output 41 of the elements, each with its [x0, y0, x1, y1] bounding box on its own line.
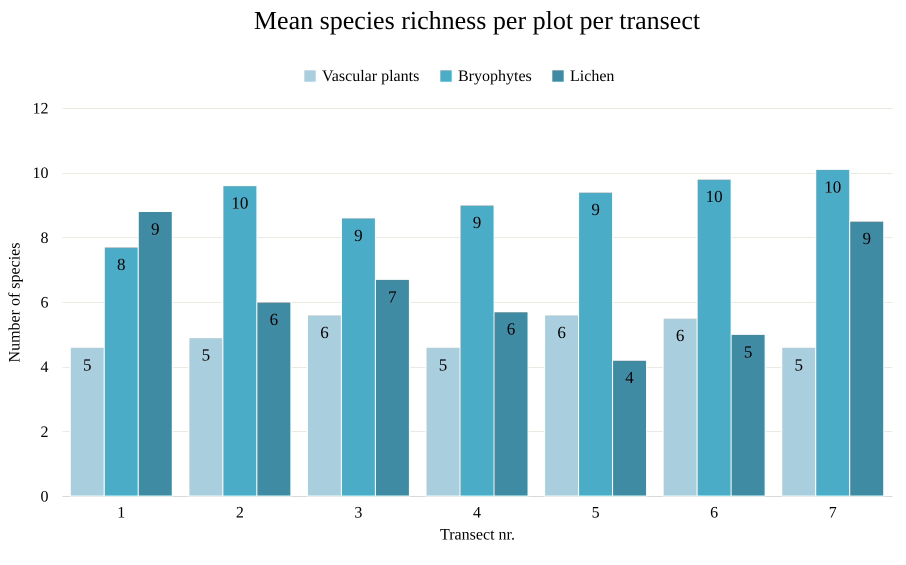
y-tick-label: 2	[40, 424, 48, 441]
x-axis-title: Transect nr.	[440, 526, 515, 544]
data-label: 9	[472, 213, 482, 232]
y-tick-label: 4	[40, 359, 48, 376]
data-label: 9	[151, 219, 160, 238]
y-tick-label: 6	[40, 294, 48, 312]
data-label: 6	[557, 322, 566, 342]
data-label: 10	[231, 194, 248, 213]
x-tick-label: 6	[710, 504, 718, 522]
data-label: 10	[706, 187, 723, 206]
data-label: 7	[388, 287, 398, 306]
chart-title: Mean species richness per plot per transect	[254, 6, 701, 35]
data-label: 6	[320, 322, 329, 342]
y-tick-label: 0	[40, 488, 48, 506]
data-label: 5	[744, 342, 752, 362]
data-label: 9	[591, 200, 600, 220]
y-tick-label: 8	[40, 230, 48, 247]
data-label: 6	[270, 310, 278, 329]
x-tick-label: 7	[828, 504, 837, 522]
y-tick-label: 10	[32, 165, 48, 182]
legend-label: Vascular plants	[322, 68, 420, 85]
data-label: 8	[117, 255, 126, 274]
data-label: 5	[794, 355, 803, 374]
y-axis-title: Number of species	[6, 242, 24, 362]
x-tick-label: 1	[117, 504, 126, 522]
data-label: 5	[83, 355, 92, 374]
data-label: 6	[676, 326, 684, 346]
data-label: 10	[824, 177, 842, 196]
legend-label: Bryophytes	[458, 68, 532, 85]
legend-label: Lichen	[570, 68, 614, 85]
x-tick-label: 2	[236, 504, 244, 522]
data-label: 5	[202, 346, 210, 365]
data-label: 5	[438, 355, 448, 374]
x-tick-label: 4	[473, 504, 481, 522]
data-label: 9	[354, 226, 363, 245]
y-tick-label: 12	[32, 100, 48, 118]
data-label: 9	[862, 229, 871, 248]
x-tick-label: 3	[354, 504, 362, 522]
data-label: 4	[625, 368, 634, 388]
data-label: 6	[506, 320, 516, 339]
x-tick-label: 5	[592, 504, 600, 522]
